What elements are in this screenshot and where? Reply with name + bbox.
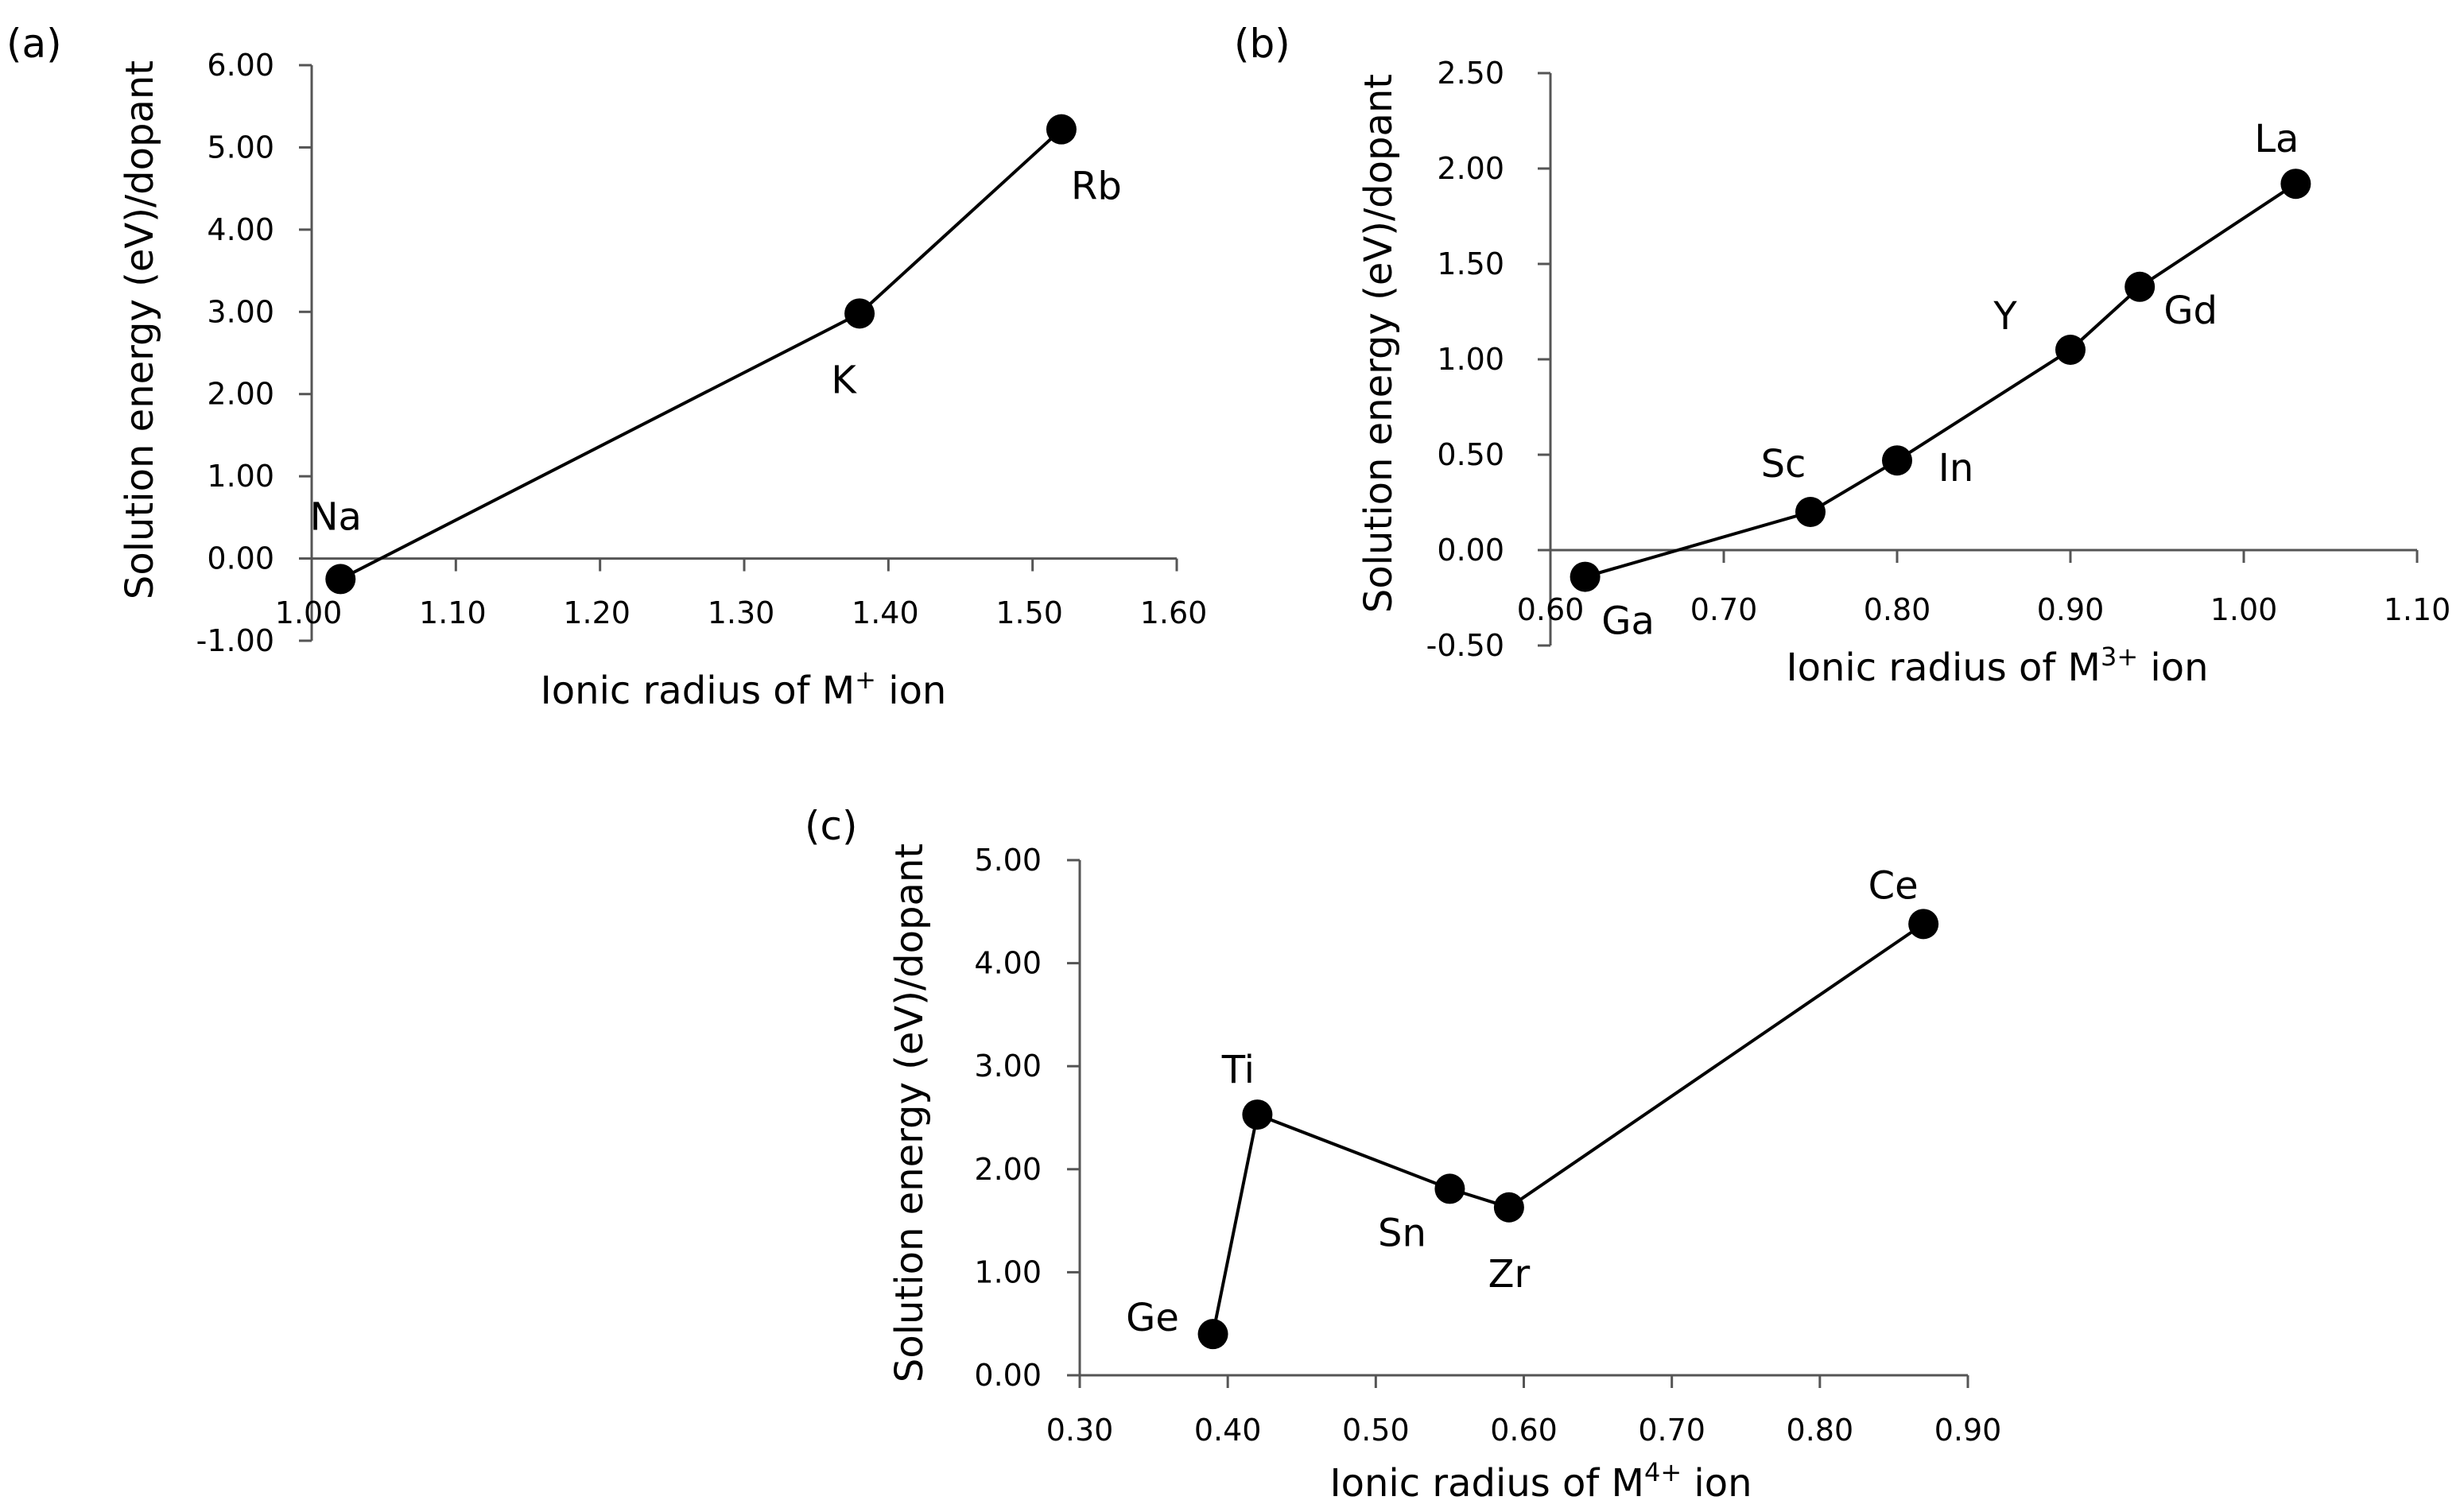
x-tick-label: 1.10 <box>419 595 487 630</box>
data-point-sn <box>1434 1173 1465 1204</box>
data-point-ga <box>1570 561 1601 592</box>
y-tick-label: 2.50 <box>1437 56 1504 91</box>
y-tick-label: 1.00 <box>974 1254 1042 1289</box>
x-tick-label: 1.00 <box>275 595 343 630</box>
data-label-gd: Gd <box>2163 289 2218 333</box>
y-tick-label: 1.00 <box>207 459 274 494</box>
data-label-ge: Ge <box>1126 1296 1179 1340</box>
data-label-la: La <box>2254 117 2299 161</box>
data-point-in <box>1882 445 1912 476</box>
y-axis-label-b: Solution energy (eV)/dopant <box>1356 74 1401 613</box>
data-label-na: Na <box>310 494 362 539</box>
data-point-gd <box>2124 271 2156 302</box>
chart-a: (a)-1.000.001.002.003.004.005.006.001.00… <box>6 21 1207 713</box>
x-tick-label: 0.60 <box>1490 1413 1558 1448</box>
data-point-la <box>2280 169 2311 200</box>
x-tick-label: 0.90 <box>2037 592 2105 627</box>
y-tick-label: 1.00 <box>1437 342 1504 377</box>
panel-label-b: (b) <box>1234 21 1290 67</box>
y-tick-label: 4.00 <box>207 212 274 247</box>
x-tick-label: 1.50 <box>995 595 1063 630</box>
x-tick-label: 1.60 <box>1140 595 1208 630</box>
x-tick-label: 1.40 <box>852 595 919 630</box>
data-point-k <box>844 298 875 329</box>
y-tick-label: -0.50 <box>1426 628 1504 663</box>
data-point-zr <box>1493 1192 1524 1223</box>
y-tick-label: 0.50 <box>1437 437 1504 472</box>
series-line-a <box>340 128 1063 581</box>
y-tick-label: 3.00 <box>207 294 274 329</box>
x-tick-label: 1.20 <box>563 595 631 630</box>
x-tick-label: 0.50 <box>1342 1413 1410 1448</box>
data-label-ti: Ti <box>1221 1048 1255 1092</box>
x-axis-label-c: Ionic radius of M4+ ion <box>1329 1457 1752 1506</box>
data-label-ce: Ce <box>1868 863 1919 908</box>
y-axis-label-a: Solution energy (eV)/dopant <box>118 60 162 599</box>
data-label-k: K <box>831 358 857 402</box>
series-line-c <box>1211 922 1925 1335</box>
y-tick-label: 5.00 <box>207 130 274 165</box>
chart-b: (b) -0.50 0.00 0.50 1.00 1.50 2.00 2.50 0.60 0.70… <box>1234 21 2450 690</box>
x-tick-label: 0.60 <box>1517 592 1585 627</box>
x-tick-label: 0.30 <box>1046 1413 1114 1448</box>
panel-label-c: (c) <box>805 803 858 849</box>
x-tick-label: 1.30 <box>708 595 775 630</box>
x-tick-label: 1.10 <box>2384 592 2451 627</box>
y-tick-label: 0.00 <box>974 1358 1042 1393</box>
series-line-b <box>1585 182 2297 579</box>
y-tick-label: 0.00 <box>207 541 274 576</box>
y-tick-label: 4.00 <box>974 946 1042 981</box>
x-tick-label: 1.00 <box>2210 592 2278 627</box>
chart-c: (c) 0.00 1.00 2.00 3.00 4.00 5.00 0.30 0.40 0.50 0… <box>805 803 2001 1506</box>
panel-label-a: (a) <box>6 21 62 67</box>
data-point-na <box>325 564 356 595</box>
x-axis-label-b: Ionic radius of M3+ ion <box>1786 642 2208 690</box>
data-label-sn: Sn <box>1378 1211 1426 1255</box>
data-point-y <box>2055 335 2086 365</box>
data-label-ga: Ga <box>1601 599 1655 644</box>
data-point-sc <box>1795 497 1826 527</box>
y-tick-label: 5.00 <box>974 843 1042 878</box>
x-tick-label: 0.80 <box>1787 1413 1854 1448</box>
y-tick-label: 2.00 <box>974 1152 1042 1187</box>
data-point-ti <box>1242 1099 1273 1130</box>
data-point-rb <box>1046 114 1077 145</box>
data-label-sc: Sc <box>1761 442 1806 487</box>
y-tick-label: 1.50 <box>1437 246 1504 281</box>
x-axis-label-a: Ionic radius of M+ ion <box>541 665 947 713</box>
data-point-ce <box>1908 909 1939 940</box>
y-tick-label: 6.00 <box>207 48 274 83</box>
y-axis-label-c: Solution energy (eV)/dopant <box>887 843 932 1382</box>
data-point-ge <box>1197 1319 1228 1350</box>
x-tick-label: 0.70 <box>1638 1413 1705 1448</box>
x-tick-label: 0.70 <box>1690 592 1758 627</box>
y-tick-label: 0.00 <box>1437 533 1504 568</box>
data-label-y: Y <box>1993 294 2017 339</box>
x-tick-label: 0.40 <box>1194 1413 1262 1448</box>
data-label-rb: Rb <box>1071 165 1122 209</box>
x-tick-label: 0.90 <box>1934 1413 2002 1448</box>
data-label-in: In <box>1938 446 1974 490</box>
y-tick-label: 2.00 <box>1437 151 1504 186</box>
x-tick-label: 0.80 <box>1864 592 1931 627</box>
data-label-zr: Zr <box>1488 1252 1531 1297</box>
y-tick-label: -1.00 <box>196 623 274 658</box>
y-tick-label: 3.00 <box>974 1049 1042 1084</box>
y-tick-label: 2.00 <box>207 377 274 412</box>
